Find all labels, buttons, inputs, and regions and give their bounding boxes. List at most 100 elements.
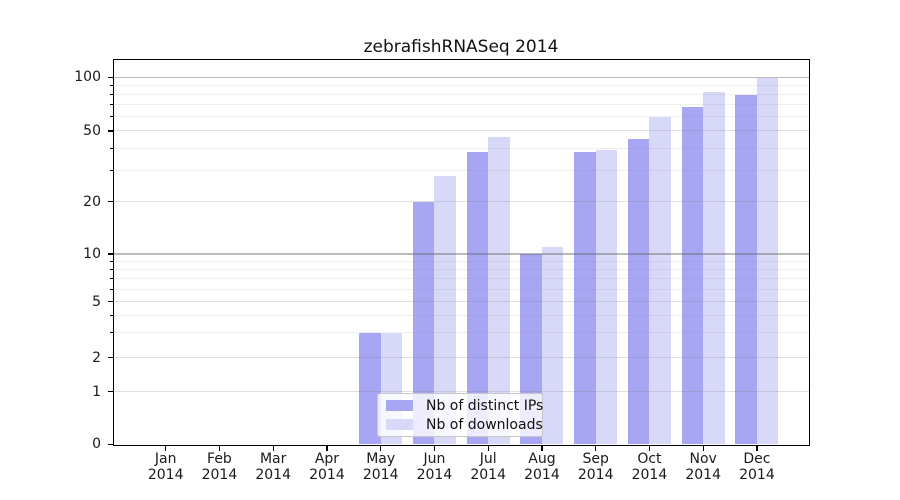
bar-downloads-sep [595,150,618,445]
x-tick-label-year: 2014 [362,467,399,483]
x-tick-label-month: Aug [528,451,556,467]
y-tick-20 [107,201,114,203]
legend-swatch-downloads [386,419,413,430]
y-minor-tick-3 [110,332,114,334]
x-tick-nov [702,445,704,451]
x-tick-label-month: Dec [743,451,771,467]
x-tick-label-year: 2014 [309,467,345,483]
y-tick-label-100: 100 [74,69,101,86]
x-tick-jul [487,445,489,451]
y-tick-50 [107,130,114,132]
y-minor-tick-90 [110,84,114,86]
y-tick-label-50: 50 [83,123,101,139]
legend-swatch-distinct-ips [386,400,413,411]
x-tick-label-nov: Nov 2014 [671,451,735,483]
x-tick-label-month: Jul [479,451,497,467]
y-minor-tick-9 [110,260,114,262]
y-tick-label-0: 0 [92,436,101,453]
x-tick-may [380,445,382,451]
bars-layer [114,60,810,445]
y-tick-label-10: 10 [83,246,101,262]
x-tick-label-month: Mar [259,451,287,467]
y-minor-tick-4 [110,314,114,316]
x-tick-label-year: 2014 [470,467,506,483]
y-minor-tick-6 [110,288,114,290]
y-tick-5 [107,301,114,303]
x-tick-label-month: Nov [689,451,717,467]
x-tick-dec [756,445,758,451]
bar-downloads-nov [703,91,725,445]
y-tick-0 [107,443,114,445]
x-tick-apr [326,445,328,451]
x-tick-label-year: 2014 [577,467,614,483]
y-tick-label-1: 1 [92,383,101,400]
x-tick-label-month: Oct [637,451,662,467]
y-tick-10 [107,253,114,255]
x-tick-label-year: 2014 [147,467,184,483]
bar-distinct-ips-dec [735,94,757,445]
x-tick-label-month: Jan [154,451,177,467]
x-tick-label-oct: Oct 2014 [617,451,681,483]
bar-distinct-ips-sep [574,152,596,445]
y-tick-label-2: 2 [92,349,101,366]
x-tick-label-aug: Aug 2014 [510,451,574,483]
y-minor-tick-70 [110,104,114,106]
x-tick-label-month: Feb [207,451,232,467]
y-minor-tick-7 [110,277,114,280]
x-tick-jan [165,445,167,451]
x-tick-label-dec: Dec 2014 [725,451,789,483]
legend-label: Nb of distinct IPs [426,397,544,414]
x-tick-feb [218,445,221,451]
x-tick-label-year: 2014 [255,467,291,483]
x-tick-label-year: 2014 [685,467,721,483]
y-minor-tick-60 [110,116,114,118]
x-tick-sep [595,445,597,451]
chart-title: zebrafishRNASeq 2014 [363,37,559,57]
bar-distinct-ips-may [359,332,381,445]
y-tick-label-5: 5 [92,293,101,310]
y-tick-100 [107,76,114,78]
x-tick-label-year: 2014 [524,467,560,483]
x-tick-label-jan: Jan 2014 [134,451,198,483]
bar-distinct-ips-jul [466,152,489,445]
x-tick-label-may: May 2014 [349,451,413,483]
y-minor-tick-30 [110,169,114,171]
y-minor-tick-40 [110,147,114,149]
legend-item-distinct-ips: Nb of distinct IPs [378,396,544,415]
x-tick-label-year: 2014 [631,467,668,483]
bar-distinct-ips-nov [681,107,704,445]
legend-item-downloads: Nb of downloads [378,415,543,434]
y-minor-tick-80 [110,94,114,96]
x-tick-label-month: May [366,451,396,467]
x-tick-label-jun: Jun 2014 [402,451,466,483]
x-tick-label-feb: Feb 2014 [187,451,251,483]
x-tick-jun [433,445,436,451]
x-tick-label-month: Apr [314,451,340,467]
x-tick-aug [541,445,543,451]
legend-label: Nb of downloads [426,416,543,433]
x-tick-label-month: Sep [582,451,609,467]
bar-downloads-jul [488,137,510,445]
x-tick-label-mar: Mar 2014 [241,451,305,483]
x-tick-label-month: Jun [423,451,446,467]
y-minor-tick-8 [110,268,114,270]
bar-downloads-jun [434,175,456,445]
x-tick-oct [648,445,651,451]
y-tick-label-20: 20 [83,193,101,210]
bar-downloads-oct [649,116,671,445]
y-tick-1 [107,391,114,393]
bar-distinct-ips-jun [412,201,435,445]
x-tick-label-jul: Jul 2014 [456,451,520,483]
bar-downloads-dec [756,78,779,445]
bar-downloads-aug [541,246,564,445]
x-tick-label-sep: Sep 2014 [564,451,628,483]
x-tick-label-apr: Apr 2014 [295,451,359,483]
x-tick-mar [272,445,274,451]
y-tick-2 [107,357,114,359]
bar-distinct-ips-oct [627,139,650,445]
x-tick-label-year: 2014 [416,467,453,483]
x-tick-label-year: 2014 [201,467,238,483]
x-tick-label-year: 2014 [739,467,775,483]
legend: Nb of distinct IPs Nb of downloads [377,393,543,437]
